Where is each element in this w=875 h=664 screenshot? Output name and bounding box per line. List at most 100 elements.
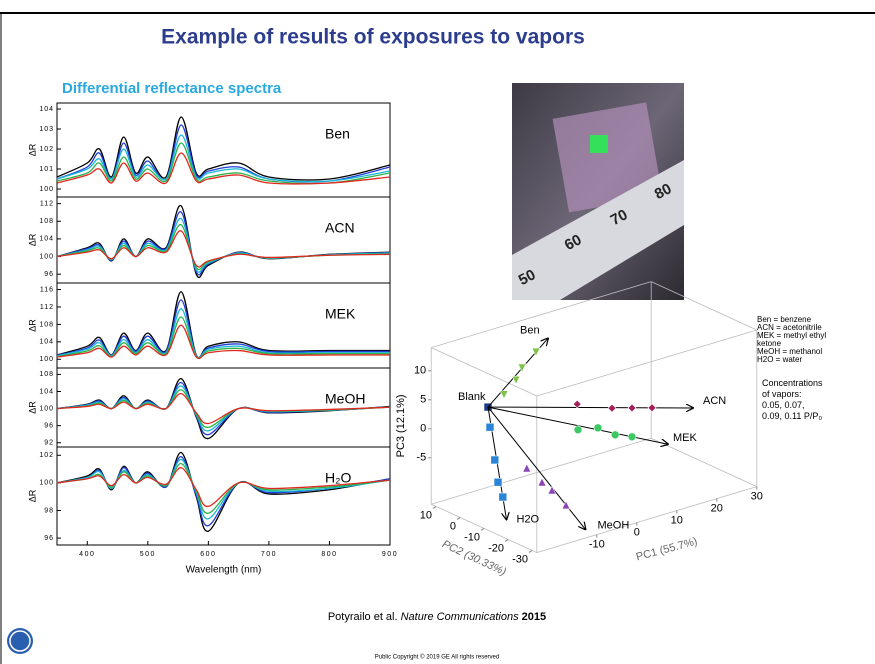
logo-circle	[7, 628, 33, 654]
panel-label: H₂O	[325, 470, 352, 486]
ruler-labels: 50 60 70 80	[516, 180, 675, 289]
panel-label: Ben	[325, 126, 350, 142]
panel-frame	[56, 446, 391, 546]
x-tick-label: 700	[261, 551, 277, 558]
z-tick-label: 5	[420, 394, 426, 406]
y-tick-label: 92	[44, 440, 54, 447]
y-tick-label: 100	[39, 405, 54, 412]
box-edge	[536, 329, 757, 397]
spectrum-line	[56, 324, 390, 360]
x-axis-label: PC1 (55.7%)	[635, 536, 699, 564]
box-edge	[651, 437, 757, 487]
y-tick-label: 104	[39, 339, 54, 346]
series-label: MEK	[673, 432, 698, 444]
z-tick-label: 0	[420, 423, 426, 435]
box-edge	[651, 281, 757, 331]
x-tick-label: -10	[589, 539, 605, 551]
legend-notes: Ben = benzene ACN = acetonitrile MEK = met…	[757, 316, 837, 364]
y-tick-label: 100	[39, 186, 54, 193]
legend-note: MeOH = methanol	[757, 347, 823, 356]
spectrum-line	[56, 451, 391, 532]
citation: Potyrailo et al. Nature Communications 2…	[328, 611, 546, 623]
spectrum-line	[56, 116, 391, 181]
y-axis-label: ΔR	[27, 401, 37, 414]
y-tick-label: 100	[39, 480, 54, 487]
data-point	[647, 403, 657, 413]
ruler	[512, 160, 684, 300]
data-point	[490, 455, 500, 465]
y-tick	[456, 516, 461, 520]
y-tick-label: 103	[39, 126, 54, 133]
data-point	[499, 390, 509, 400]
spectrum-line	[56, 142, 391, 185]
spectrum-line	[56, 392, 391, 425]
legend-note: MEK = methyl ethyl ketone	[757, 331, 827, 348]
series-label: MeOH	[598, 519, 630, 531]
y-tick-label: 108	[39, 218, 54, 225]
y-tick-label: 100	[39, 253, 54, 260]
data-point	[573, 425, 583, 435]
y-tick-label: 98	[44, 507, 54, 514]
concentration-note: Concentrations of vapors: 0.05, 0.07, 0.…	[762, 378, 823, 421]
x-tick-label: 800	[321, 551, 337, 558]
y-tick-label: -20	[488, 542, 504, 554]
box-edge	[431, 281, 652, 348]
data-point	[627, 403, 637, 413]
data-point	[627, 432, 637, 442]
citation-year: 2015	[522, 611, 546, 623]
data-point	[610, 430, 620, 440]
data-point	[498, 492, 508, 502]
legend-note: ACN = acetonitrile	[757, 323, 822, 332]
y-tick-label: 96	[44, 271, 54, 278]
data-point	[493, 477, 503, 487]
x-tick-label: 900	[382, 551, 398, 558]
spectra-panels: 100101102103104ΔRBen96100104108112ΔRACN1…	[27, 102, 398, 576]
y-tick	[480, 527, 485, 531]
spectrum-line	[56, 134, 391, 183]
x-tick-label: 10	[671, 515, 683, 527]
photo: 50 60 70 80	[512, 83, 684, 300]
x-tick-label: 20	[711, 503, 723, 515]
data-point	[522, 463, 532, 473]
data-point	[593, 423, 603, 433]
y-tick-label: 108	[39, 371, 54, 378]
z-tick-label: -5	[416, 452, 426, 464]
spectrum-line	[56, 230, 391, 268]
y-tick-label: 116	[40, 286, 54, 293]
y-tick-label: 96	[44, 422, 54, 429]
x-tick-label: 0	[634, 527, 640, 539]
citation-authors: Potyrailo et al.	[328, 611, 398, 623]
ruler-label: 50	[516, 266, 539, 289]
y-tick-label: 102	[39, 146, 54, 153]
spectrum-line	[56, 152, 391, 185]
footer: Public Copyright © 2019 GE All rights re…	[375, 654, 499, 661]
box-edge	[536, 486, 757, 553]
y-tick-label: 104	[39, 106, 54, 113]
data-point	[531, 347, 541, 357]
spectrum-line	[56, 467, 391, 508]
y-tick-label: 112	[40, 304, 54, 311]
y-tick-label: 10	[420, 509, 432, 521]
ruler-label: 70	[608, 206, 631, 229]
z-axis-label: PC3 (12.1%)	[395, 394, 407, 457]
panel-label: ACN	[325, 220, 355, 236]
data-point	[485, 422, 495, 432]
series-label: Blank	[458, 391, 486, 403]
x-tick-label: 500	[140, 551, 156, 558]
y-tick-label: 102	[39, 452, 54, 459]
y-axis-label: ΔR	[27, 143, 37, 156]
data-point	[561, 500, 571, 510]
y-tick-label: -10	[464, 531, 480, 543]
legend-note: H2O = water	[757, 355, 803, 364]
sensor-spot	[590, 135, 608, 153]
subtitle: Differential reflectance spectra	[62, 80, 282, 97]
ruler-label: 60	[562, 231, 585, 254]
data-point	[607, 403, 617, 413]
ge-logo	[7, 628, 33, 654]
y-tick-label: 104	[39, 236, 54, 243]
y-tick-label: 0	[450, 520, 456, 532]
data-point	[572, 399, 582, 409]
ruler-label: 80	[652, 180, 675, 203]
x-axis-label: Wavelength (nm)	[186, 565, 262, 576]
series-label: ACN	[703, 395, 726, 407]
